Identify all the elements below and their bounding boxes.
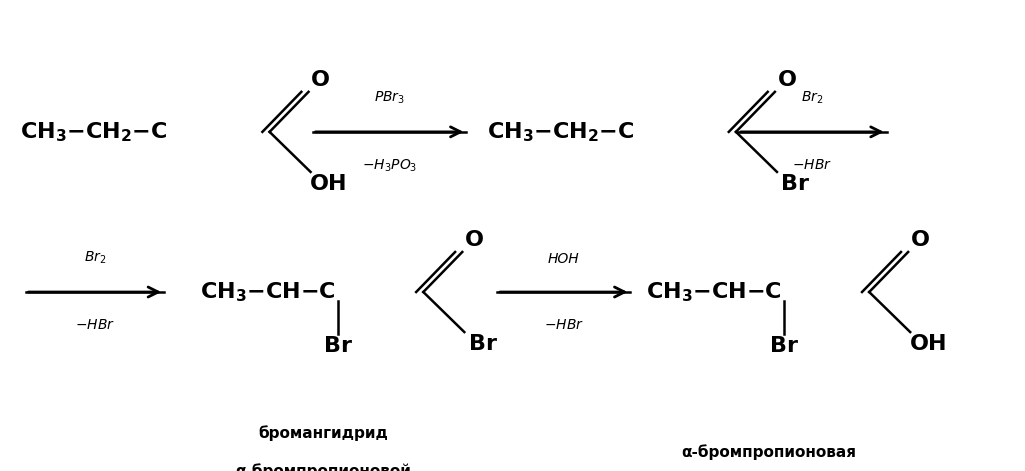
Text: $\mathbf{CH_3{-}CH_2{-}C}$: $\mathbf{CH_3{-}CH_2{-}C}$: [487, 120, 634, 144]
Text: $-HBr$: $-HBr$: [75, 318, 115, 332]
Text: $\mathbf{CH_3{-}CH{-}C}$: $\mathbf{CH_3{-}CH{-}C}$: [646, 280, 781, 304]
Text: $Br_2$: $Br_2$: [802, 89, 823, 106]
Text: бромангидрид: бромангидрид: [258, 425, 387, 441]
Text: $-H_3PO_3$: $-H_3PO_3$: [362, 158, 417, 174]
Text: Br: Br: [468, 334, 497, 354]
Text: O: O: [312, 70, 330, 90]
Text: O: O: [778, 70, 796, 90]
Text: $-HBr$: $-HBr$: [792, 158, 832, 172]
Text: O: O: [911, 230, 930, 250]
Text: Br: Br: [324, 336, 353, 356]
Text: Br: Br: [781, 174, 810, 194]
Text: α-бромпропионовая: α-бромпропионовая: [682, 444, 856, 460]
Text: HOH: HOH: [548, 252, 579, 266]
Text: α-бромпропионовой: α-бромпропионовой: [235, 463, 411, 471]
Text: $Br_2$: $Br_2$: [84, 250, 106, 266]
Text: OH: OH: [910, 334, 947, 354]
Text: OH: OH: [311, 174, 347, 194]
Text: $PBr_3$: $PBr_3$: [374, 89, 405, 106]
Text: Br: Br: [770, 336, 798, 356]
Text: $-HBr$: $-HBr$: [543, 318, 584, 332]
Text: $\mathbf{CH_3{-}CH_2{-}C}$: $\mathbf{CH_3{-}CH_2{-}C}$: [20, 120, 168, 144]
Text: O: O: [465, 230, 484, 250]
Text: $\mathbf{CH_3{-}CH{-}C}$: $\mathbf{CH_3{-}CH{-}C}$: [200, 280, 335, 304]
